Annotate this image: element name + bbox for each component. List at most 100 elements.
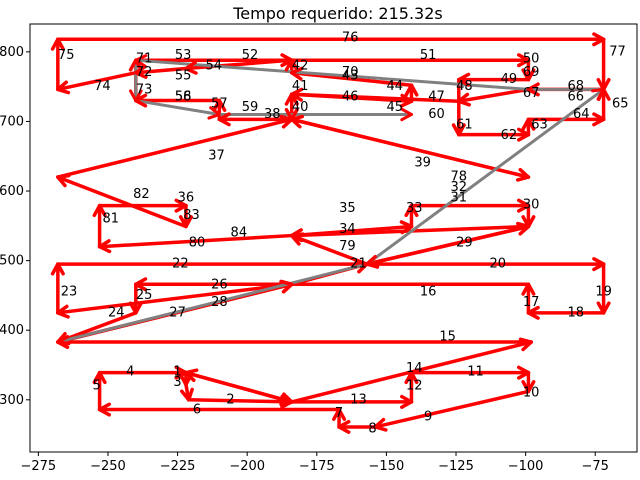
- route-arrowhead: [284, 107, 299, 122]
- route-arrowhead: [400, 394, 414, 409]
- node-label: 21: [350, 257, 367, 272]
- node-label: 13: [350, 392, 367, 407]
- route-arrowhead: [56, 331, 71, 346]
- route-arrowhead: [521, 380, 536, 394]
- node-label: 35: [339, 201, 356, 216]
- route-segment: [56, 117, 294, 179]
- route-arrowhead: [404, 370, 419, 385]
- route-segment: [56, 70, 138, 92]
- node-label: 41: [292, 79, 309, 94]
- node-label: 34: [339, 222, 356, 237]
- return-path-arrowhead: [400, 107, 413, 122]
- node-label: 55: [175, 69, 192, 84]
- route-segment: [289, 70, 414, 87]
- node-label: 64: [573, 107, 590, 122]
- x-tick-label: −125: [438, 459, 474, 474]
- return-path-segment: [134, 58, 530, 91]
- node-label: 49: [501, 72, 518, 87]
- node-label: 66: [567, 90, 584, 105]
- route-arrowhead: [404, 203, 419, 218]
- y-tick-label: 600: [0, 184, 24, 199]
- route-arrowhead: [279, 279, 294, 294]
- node-label: 37: [208, 149, 225, 164]
- y-tick-label: 300: [0, 393, 24, 408]
- node-label: 52: [242, 48, 259, 63]
- node-label: 78: [451, 170, 468, 185]
- return-path-segment: [134, 99, 221, 116]
- node-label: 32: [451, 180, 468, 195]
- node-label: 69: [523, 65, 540, 80]
- node-label: 27: [169, 305, 186, 320]
- route-segment: [56, 282, 294, 315]
- node-label: 56: [175, 90, 192, 105]
- node-label: 40: [292, 100, 309, 115]
- x-tick-label: −225: [160, 459, 196, 474]
- node-label: 14: [406, 361, 423, 376]
- route-arrowhead: [128, 301, 143, 315]
- route-arrowhead: [56, 80, 71, 95]
- route-arrowhead: [373, 417, 388, 432]
- route-segment: [134, 66, 188, 75]
- node-label: 5: [93, 378, 101, 393]
- node-label: 61: [456, 117, 473, 132]
- node-label: 58: [175, 90, 192, 105]
- node-label: 7: [335, 406, 343, 421]
- node-label: 38: [264, 107, 281, 122]
- x-tick-label: −75: [582, 459, 609, 474]
- return-path-arrowhead: [134, 54, 148, 68]
- node-label: 68: [567, 79, 584, 94]
- node-label: 65: [612, 97, 629, 112]
- node-label: 42: [292, 58, 309, 73]
- return-path-segment: [365, 87, 606, 266]
- route-arrowhead: [279, 392, 294, 407]
- node-label: 50: [523, 51, 540, 66]
- route-arrowhead: [457, 92, 471, 107]
- node-label: 74: [94, 79, 111, 94]
- route-segment: [289, 117, 531, 179]
- node-label: 73: [136, 83, 153, 98]
- route-arrowhead: [97, 239, 112, 254]
- node-label: 48: [456, 79, 473, 94]
- route-arrowhead: [592, 112, 606, 127]
- return-path-arrowhead: [129, 89, 143, 103]
- node-label: 25: [136, 288, 153, 303]
- node-label: 59: [242, 100, 259, 115]
- node-label: 53: [175, 48, 192, 63]
- node-label: 84: [231, 225, 248, 240]
- route-segment: [373, 389, 531, 429]
- node-label: 31: [451, 190, 468, 205]
- node-label: 16: [420, 284, 437, 299]
- node-label: 71: [136, 51, 153, 66]
- node-label: 83: [183, 208, 200, 223]
- route-arrowhead: [92, 203, 107, 218]
- node-label: 44: [386, 79, 403, 94]
- node-label: 4: [126, 364, 134, 379]
- route-arrowhead: [134, 64, 148, 79]
- x-tick-label: −150: [369, 459, 405, 474]
- route-arrowhead: [596, 301, 611, 315]
- route-segment: [289, 92, 461, 103]
- route-arrowhead: [526, 305, 540, 320]
- route-lines: [56, 37, 606, 429]
- x-tick-label: −175: [299, 459, 335, 474]
- route-arrowhead: [178, 215, 193, 229]
- route-arrowhead: [289, 87, 304, 102]
- route-arrowhead: [337, 419, 351, 434]
- return-path-arrowhead: [207, 106, 221, 120]
- route-arrowhead: [50, 262, 65, 276]
- axis-ticks: −275 −250 −225 −200 −175 −150 −125 −100 −75 300 40…: [0, 45, 609, 474]
- node-label: 60: [428, 107, 445, 122]
- node-label: 23: [61, 284, 78, 299]
- node-label: 54: [205, 58, 222, 73]
- node-label: 43: [342, 69, 359, 84]
- y-tick-label: 700: [0, 114, 24, 129]
- return-path-arrowhead: [591, 87, 606, 101]
- node-label: 11: [467, 364, 484, 379]
- route-arrowhead: [592, 257, 606, 272]
- route-arrowhead: [521, 117, 536, 131]
- node-label: 9: [424, 410, 432, 425]
- route-arrowhead: [97, 402, 112, 417]
- node-label: 19: [595, 284, 612, 299]
